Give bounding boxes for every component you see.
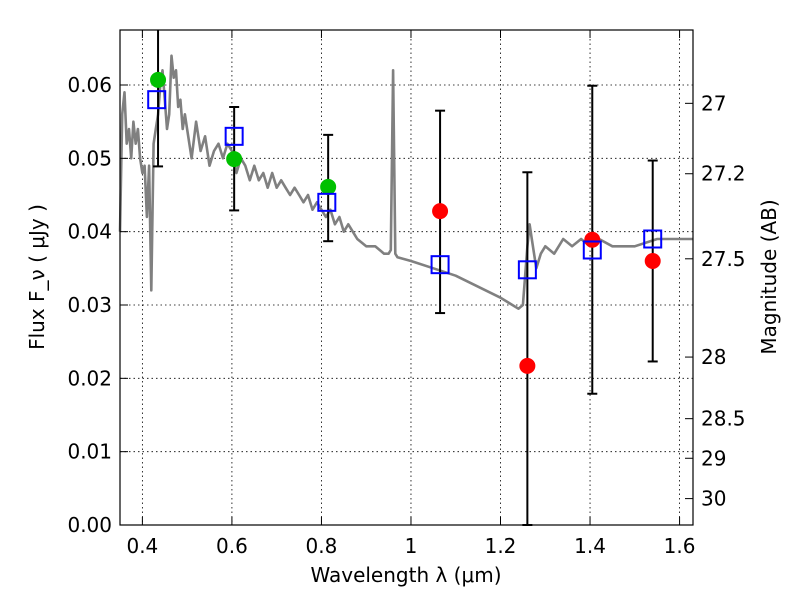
y2-tick-label: 29 (701, 446, 726, 470)
x-tick-label: 0.8 (306, 534, 338, 558)
green-circle-marker (150, 71, 167, 88)
y-tick-label: 0.03 (67, 293, 112, 317)
blue-square-marker (224, 126, 244, 146)
x-tick-label: 1 (405, 534, 418, 558)
y-tick-label: 0.00 (67, 513, 112, 537)
x-tick-label: 1.6 (664, 534, 696, 558)
marker-layer (147, 71, 663, 374)
y-tick-label: 0.02 (67, 366, 112, 390)
y2-axis-label: Magnitude (AB) (757, 199, 781, 354)
plot-frame (119, 29, 694, 526)
model-layer (118, 54, 693, 310)
x-tick-label: 1.4 (574, 534, 606, 558)
y2-tick-label: 28 (701, 345, 726, 369)
y2-tick-label: 28.5 (701, 407, 746, 431)
blue-square-marker (582, 240, 602, 260)
red-circle-marker (644, 253, 661, 269)
green-circle-marker (320, 178, 337, 195)
red-circle-marker (519, 357, 536, 374)
grid-layer (120, 30, 693, 526)
y-tick-label: 0.05 (67, 146, 112, 170)
blue-square-marker (643, 229, 663, 249)
y2-tick-label: 30 (701, 487, 726, 511)
y-tick-label: 0.01 (67, 440, 112, 464)
red-circle-marker (584, 231, 601, 248)
blue-square-marker (147, 90, 167, 110)
tick-layer: 0.4 0.6 0.8 1 1.2 1.4 1.6 0.00 0.01 0.02 0.03 0.04 0… (67, 30, 746, 558)
red-circle-marker (432, 203, 449, 220)
y-axis-label: Flux F_ν ( μJy ) (25, 204, 49, 350)
y-tick-label: 0.04 (67, 220, 112, 244)
green-circle-marker (226, 151, 243, 168)
blue-square-marker (317, 192, 337, 212)
y-tick-label: 0.06 (67, 73, 112, 97)
errorbar-layer (153, 30, 658, 526)
x-tick-label: 0.4 (126, 534, 158, 558)
x-axis-label: Wavelength λ (μm) (310, 563, 501, 587)
blue-square-marker (517, 260, 537, 280)
x-tick-label: 0.6 (216, 534, 248, 558)
y2-tick-label: 27 (701, 91, 726, 115)
blue-square-marker (430, 255, 450, 275)
y2-tick-label: 27.2 (701, 162, 746, 186)
model-spectrum-line (118, 54, 693, 310)
y2-tick-label: 27.5 (701, 247, 746, 271)
x-tick-label: 1.2 (485, 534, 517, 558)
